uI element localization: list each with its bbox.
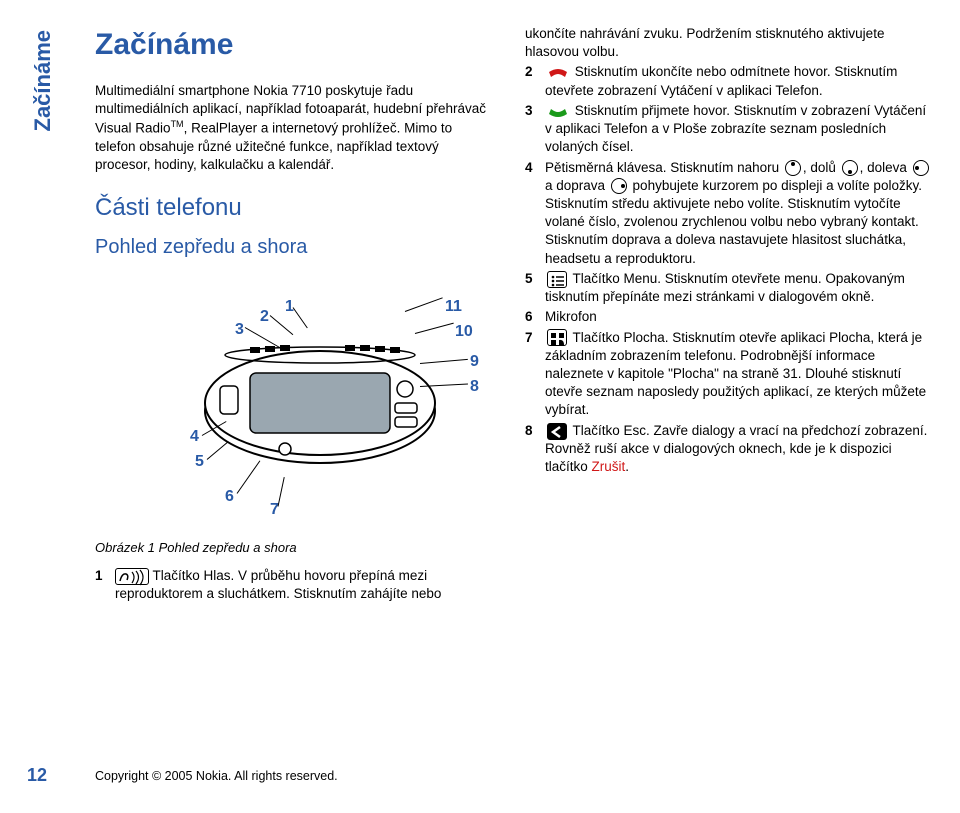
- callout-11: 11: [445, 296, 462, 318]
- dpad-left-icon: [913, 160, 929, 176]
- callout-2: 2: [260, 306, 269, 328]
- item-text-1-content: Tlačítko Hlas. V průběhu hovoru přepíná …: [115, 568, 441, 601]
- callout-3: 3: [235, 319, 244, 341]
- right-item-8: 8 Tlačítko Esc. Zavře dialogy a vrací na…: [525, 422, 935, 477]
- callout-8: 8: [470, 376, 479, 398]
- item-number-6: 6: [525, 308, 545, 326]
- right-column: ukončíte nahrávání zvuku. Podržením stis…: [525, 25, 935, 605]
- item-text-6: Mikrofon: [545, 308, 935, 326]
- item-number-7: 7: [525, 329, 545, 347]
- left-column: Začínáme Multimediální smartphone Nokia …: [95, 25, 495, 605]
- callout-9: 9: [470, 351, 479, 373]
- subsection-heading: Pohled zepředu a shora: [95, 234, 495, 261]
- item-8-cancel-word: Zrušit: [592, 459, 626, 474]
- figure-caption: Obrázek 1 Pohled zepředu a shora: [95, 539, 495, 557]
- item-number-8: 8: [525, 422, 545, 440]
- item-number-1: 1: [95, 567, 115, 585]
- right-item-4: 4 Pětisměrná klávesa. Stisknutím nahoru …: [525, 159, 935, 268]
- item-number-3: 3: [525, 102, 545, 120]
- section-heading: Části telefonu: [95, 192, 495, 224]
- item-number-4: 4: [525, 159, 545, 177]
- content-area: Začínáme Multimediální smartphone Nokia …: [95, 25, 935, 605]
- item-8-text-c: .: [625, 459, 629, 474]
- item-text-7: Tlačítko Plocha. Stisknutím otevře aplik…: [545, 329, 935, 420]
- dpad-down-icon: [842, 160, 858, 176]
- item-text-8: Tlačítko Esc. Zavře dialogy a vrací na p…: [545, 422, 935, 477]
- callout-6: 6: [225, 486, 234, 508]
- sidebar-vertical-label: Začínáme: [30, 30, 56, 132]
- desk-button-icon: [547, 329, 567, 346]
- item-text-2: Stisknutím ukončíte nebo odmítnete hovor…: [545, 63, 935, 99]
- copyright-line: Copyright © 2005 Nokia. All rights reser…: [95, 769, 338, 783]
- device-outline: [190, 331, 440, 471]
- item-4-text-d: a doprava: [545, 178, 609, 193]
- trademark-tm: TM: [171, 119, 184, 129]
- esc-button-icon: [547, 423, 567, 440]
- right-item-6: 6 Mikrofon: [525, 308, 935, 326]
- item-5-text: Tlačítko Menu. Stisknutím otevřete menu.…: [545, 271, 905, 304]
- item-number-2: 2: [525, 63, 545, 81]
- callout-5: 5: [195, 451, 204, 473]
- item-7-text: Tlačítko Plocha. Stisknutím otevře aplik…: [545, 330, 926, 418]
- item-text-3: Stisknutím přijmete hovor. Stisknutím v …: [545, 102, 935, 157]
- right-item-7: 7 Tlačítko Plocha. Stisknutím otevře apl…: [525, 329, 935, 420]
- item-text-5: Tlačítko Menu. Stisknutím otevřete menu.…: [545, 270, 935, 306]
- dpad-up-icon: [785, 160, 801, 176]
- page-number: 12: [27, 765, 47, 786]
- item-number-5: 5: [525, 270, 545, 288]
- callout-4: 4: [190, 426, 199, 448]
- callout-10: 10: [455, 321, 473, 343]
- right-item-3: 3 Stisknutím přijmete hovor. Stisknutím …: [525, 102, 935, 157]
- item-4-text-b: , dolů: [803, 160, 840, 175]
- right-item-5: 5 Tlačítko Menu. Stisknutím otevřete men…: [525, 270, 935, 306]
- item-3-text: Stisknutím přijmete hovor. Stisknutím v …: [545, 103, 926, 154]
- right-item-2: 2 Stisknutím ukončíte nebo odmítnete hov…: [525, 63, 935, 99]
- intro-paragraph: Multimediální smartphone Nokia 7710 posk…: [95, 82, 495, 175]
- left-item-1: 1 Tlačítko Hlas. V průběhu hovoru přepín…: [95, 567, 495, 603]
- voice-button-icon: [115, 568, 149, 585]
- item-text-4: Pětisměrná klávesa. Stisknutím nahoru , …: [545, 159, 935, 268]
- page-title: Začínáme: [95, 25, 495, 66]
- dpad-right-icon: [611, 178, 627, 194]
- item-4-text-a: Pětisměrná klávesa. Stisknutím nahoru: [545, 160, 783, 175]
- item-text-1: Tlačítko Hlas. V průběhu hovoru přepíná …: [115, 567, 495, 603]
- item-2-text: Stisknutím ukončíte nebo odmítnete hovor…: [545, 64, 897, 97]
- device-figure: 1 2 3 4 5 6 7 11 10 9 8: [95, 271, 495, 531]
- right-intro-continuation: ukončíte nahrávání zvuku. Podržením stis…: [525, 25, 935, 61]
- menu-button-icon: [547, 271, 567, 288]
- item-4-text-c: , doleva: [860, 160, 911, 175]
- end-call-icon: [547, 67, 569, 79]
- answer-call-icon: [547, 105, 569, 117]
